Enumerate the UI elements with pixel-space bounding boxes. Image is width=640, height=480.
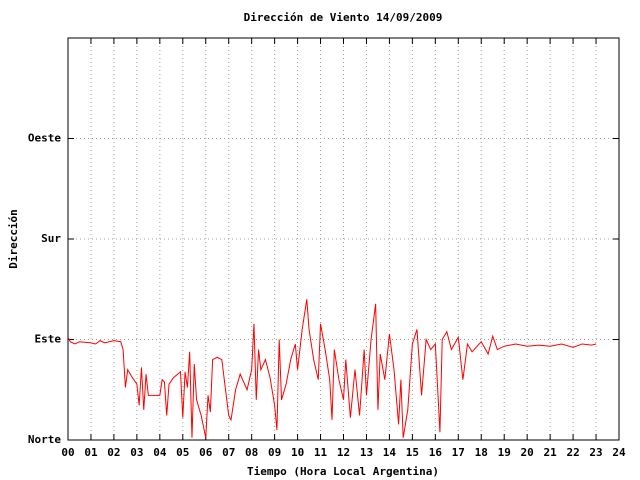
x-tick-label: 01: [84, 446, 98, 459]
x-tick-label: 20: [521, 446, 534, 459]
chart-title: Dirección de Viento 14/09/2009: [244, 11, 443, 24]
x-tick-label: 07: [222, 446, 235, 459]
x-tick-label: 14: [383, 446, 397, 459]
x-tick-label: 24: [612, 446, 626, 459]
plot-border: [67, 37, 620, 441]
x-tick-label: 16: [429, 446, 443, 459]
y-tick-label: Sur: [41, 232, 61, 245]
x-tick-label: 02: [107, 446, 120, 459]
x-tick-label: 03: [130, 446, 143, 459]
x-tick-label: 15: [406, 446, 419, 459]
x-tick-label: 10: [291, 446, 304, 459]
data-line: [67, 299, 597, 438]
x-tick-label: 09: [268, 446, 281, 459]
x-tick-label: 23: [589, 446, 602, 459]
x-tick-label: 06: [199, 446, 213, 459]
y-axis-label: Dirección: [7, 209, 20, 269]
x-tick-label: 12: [337, 446, 350, 459]
x-tick-label: 21: [544, 446, 558, 459]
x-tick-label: 13: [360, 446, 373, 459]
x-tick-label: 17: [452, 446, 465, 459]
x-tick-label: 11: [314, 446, 328, 459]
y-tick-label: Norte: [28, 433, 61, 446]
y-tick-label: Oeste: [28, 132, 61, 145]
x-tick-label: 05: [176, 446, 189, 459]
y-tick-label: Este: [35, 333, 62, 346]
x-tick-label: 00: [61, 446, 74, 459]
x-tick-label: 22: [566, 446, 579, 459]
x-tick-label: 04: [153, 446, 167, 459]
x-tick-label: 08: [245, 446, 258, 459]
x-axis-label: Tiempo (Hora Local Argentina): [247, 465, 439, 478]
x-tick-label: 19: [498, 446, 511, 459]
x-tick-label: 18: [475, 446, 488, 459]
